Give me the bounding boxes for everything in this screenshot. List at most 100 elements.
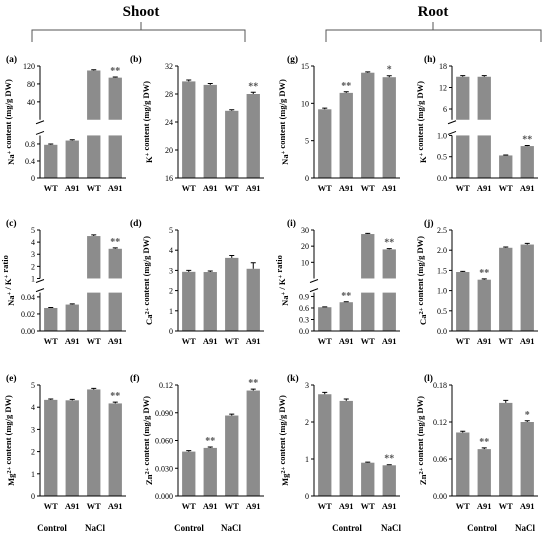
xtick-label-b-0: WT bbox=[182, 183, 197, 193]
ytick-label-h: 1.0 bbox=[437, 131, 447, 140]
bar-e-1 bbox=[65, 400, 79, 496]
panel-label-b: (b) bbox=[130, 54, 142, 65]
error-bar-i-2 bbox=[365, 232, 371, 235]
xtick-label-k-0: WT bbox=[318, 501, 333, 511]
panel-label-h: (h) bbox=[424, 54, 436, 65]
ytick-label-h: 6 bbox=[443, 105, 447, 114]
axis-break-mark-a bbox=[35, 120, 45, 135]
error-bar-j-2 bbox=[503, 246, 509, 248]
xtick-label-d-0: WT bbox=[182, 336, 197, 346]
xtick-label-j-3: A91 bbox=[520, 336, 535, 346]
condition-nacl-e: NaCl bbox=[85, 523, 105, 533]
condition-nacl-l: NaCl bbox=[515, 523, 535, 533]
ylabel-j: Ca2+ content (mg/g DW) bbox=[415, 236, 428, 325]
bar-upper-h-0 bbox=[456, 76, 470, 120]
ytick-label-b: 24 bbox=[165, 118, 173, 127]
condition-control-l: Control bbox=[467, 523, 497, 533]
sig-c-3: ** bbox=[110, 237, 120, 248]
xtick-label-l-2: WT bbox=[499, 501, 514, 511]
panel-label-k: (k) bbox=[287, 373, 299, 384]
xtick-label-e-3: A91 bbox=[108, 501, 123, 511]
panel-g: (g) Na+ content (mg/g DW) 0 5 10 15 WT ** A91 WT *… bbox=[277, 54, 400, 193]
ytick-label-l: 0.12 bbox=[433, 418, 447, 427]
sig-k-3: ** bbox=[384, 454, 394, 465]
sig-l-1: ** bbox=[479, 437, 489, 448]
condition-nacl-k: NaCl bbox=[381, 523, 401, 533]
panel-label-i: (i) bbox=[287, 218, 296, 229]
ytick-label-j: 1.0 bbox=[437, 287, 447, 296]
sig-a-3: ** bbox=[110, 66, 120, 77]
bar-l-3 bbox=[520, 422, 534, 496]
xtick-label-d-2: WT bbox=[225, 336, 240, 346]
ytick-label-g: 15 bbox=[301, 62, 309, 71]
ytick-label-h: 12 bbox=[439, 84, 447, 93]
ytick-label-g: 10 bbox=[301, 99, 309, 108]
condition-control-e: Control bbox=[37, 523, 67, 533]
bar-k-3 bbox=[382, 465, 396, 496]
ytick-label-i: 0.3 bbox=[299, 315, 309, 324]
ytick-label-e: 5 bbox=[31, 381, 35, 390]
bar-f-1 bbox=[203, 447, 217, 496]
ytick-label-l: 0.18 bbox=[433, 381, 447, 390]
bar-l-0 bbox=[456, 432, 470, 496]
xtick-label-g-3: A91 bbox=[382, 183, 397, 193]
sig-i-3: ** bbox=[384, 238, 394, 249]
xtick-label-a-3: A91 bbox=[108, 183, 123, 193]
bar-f-2 bbox=[225, 415, 239, 496]
axis-break-mark-h bbox=[447, 120, 457, 135]
bar-a-1 bbox=[65, 140, 79, 178]
shoot-bracket bbox=[31, 22, 246, 42]
panel-label-c: (c) bbox=[6, 218, 17, 229]
ylabel-i: Na+ / K+ ratio bbox=[274, 255, 290, 306]
bar-c-0 bbox=[44, 307, 58, 331]
ytick-label-i: 0.6 bbox=[299, 304, 309, 313]
xtick-label-a-1: A91 bbox=[65, 183, 80, 193]
ytick-label-b: 32 bbox=[165, 62, 173, 71]
ytick-label-a: 80 bbox=[27, 80, 35, 89]
bar-c-3 bbox=[108, 292, 122, 331]
error-bar-e-3 bbox=[112, 401, 118, 404]
error-bar-h-1 bbox=[481, 75, 487, 77]
panel-b: (b) K+ content (mg/g DW) 16 20 24 28 32 WT A91 WT… bbox=[130, 54, 264, 193]
bar-e-2 bbox=[87, 389, 101, 496]
error-bar-l-1 bbox=[481, 447, 487, 450]
ytick-label-e: 1 bbox=[31, 470, 35, 479]
ytick-label-i: 20 bbox=[301, 242, 309, 251]
xtick-label-k-1: A91 bbox=[339, 501, 354, 511]
sig-l-3: * bbox=[525, 410, 530, 421]
error-bar-k-3 bbox=[386, 464, 392, 466]
condition-control-k: Control bbox=[332, 523, 362, 533]
ytick-label-c: 2 bbox=[31, 262, 35, 271]
bar-c-1 bbox=[65, 304, 79, 331]
sig-b-3: ** bbox=[248, 81, 258, 92]
ytick-label-g: 0 bbox=[305, 174, 309, 183]
bar-a-0 bbox=[44, 144, 58, 178]
ytick-label-a: 0 bbox=[31, 174, 35, 183]
ytick-label-d: 0 bbox=[169, 327, 173, 336]
ytick-label-i: 10 bbox=[301, 258, 309, 267]
xtick-label-j-0: WT bbox=[456, 336, 471, 346]
ytick-label-f: 0.090 bbox=[155, 409, 173, 418]
error-bar-d-1 bbox=[207, 270, 213, 273]
xtick-label-f-3: A91 bbox=[246, 501, 261, 511]
ytick-label-j: 0.0 bbox=[437, 327, 447, 336]
xtick-label-k-2: WT bbox=[361, 501, 376, 511]
bar-upper-a-3 bbox=[108, 77, 122, 120]
condition-nacl-f: NaCl bbox=[221, 523, 241, 533]
sig-i-1: ** bbox=[341, 291, 351, 302]
ylabel-g: Na+ content (mg/g DW) bbox=[277, 79, 290, 165]
error-bar-c-1 bbox=[69, 303, 75, 305]
bar-upper-i-2 bbox=[361, 234, 375, 279]
xtick-label-i-2: WT bbox=[361, 336, 376, 346]
bar-k-1 bbox=[339, 400, 353, 496]
bar-g-3 bbox=[382, 77, 396, 178]
error-bar-e-1 bbox=[69, 398, 75, 401]
panel-k: (k) Mg2+ content (mg/g DW) 0 1 2 3 WT A91 WT ** A9… bbox=[277, 373, 400, 511]
bar-c-2 bbox=[87, 292, 101, 331]
bar-l-1 bbox=[477, 449, 491, 496]
xtick-label-a-0: WT bbox=[44, 183, 59, 193]
ytick-label-c: 0.00 bbox=[21, 327, 35, 336]
panel-e: (e) Mg2+ content (mg/g DW) 0 1 2 3 4 5 WT A91 WT **… bbox=[3, 373, 126, 511]
xtick-label-l-3: A91 bbox=[520, 501, 535, 511]
ytick-label-k: 3 bbox=[305, 381, 309, 390]
